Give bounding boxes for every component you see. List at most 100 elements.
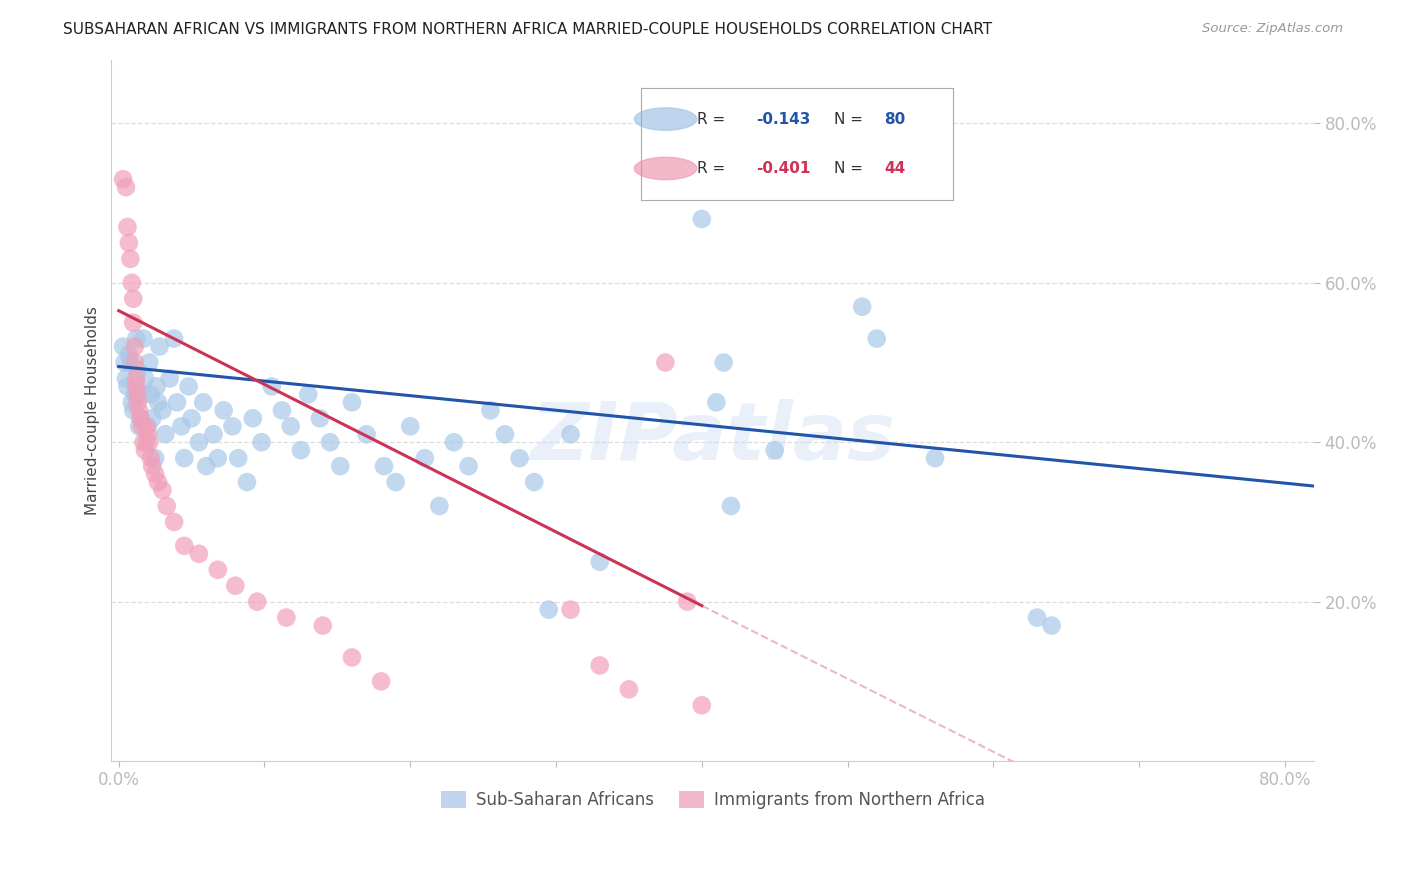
Point [146,395,169,409]
Point [226,451,249,466]
Point [115,180,138,194]
Point [713,355,735,369]
Point [173,451,195,466]
Point [276,610,298,624]
Point [125,332,148,346]
Point [152,403,174,417]
Point [163,332,186,346]
Point [120,252,142,266]
Point [155,427,177,442]
Point [429,499,451,513]
Point [112,340,135,354]
Point [136,419,159,434]
Point [159,371,181,385]
Point [139,451,162,466]
Point [720,499,742,513]
Point [134,443,156,458]
Point [312,618,335,632]
Point [146,475,169,489]
Point [246,594,269,608]
Point [221,419,243,434]
Point [1040,618,1063,632]
Point [370,674,392,689]
Point [128,403,150,417]
Point [139,387,162,401]
Point [127,387,149,401]
Point [236,475,259,489]
Point [115,371,138,385]
Point [166,395,188,409]
Point [676,594,699,608]
Point [319,435,342,450]
Point [117,379,139,393]
Point [129,411,152,425]
Point [560,427,582,442]
Point [152,483,174,497]
Point [135,419,157,434]
Point [340,395,363,409]
Point [250,435,273,450]
Point [297,387,319,401]
Point [340,650,363,665]
Point [143,467,166,482]
Point [494,427,516,442]
Point [156,499,179,513]
Point [112,172,135,186]
Point [134,371,156,385]
Point [271,403,294,417]
Point [148,340,170,354]
Point [589,555,612,569]
Point [121,276,143,290]
Point [118,347,141,361]
Point [260,379,283,393]
Point [141,459,163,474]
Point [224,579,246,593]
Point [122,292,145,306]
Point [122,316,145,330]
Point [195,459,218,474]
Point [617,682,640,697]
Legend: Sub-Saharan Africans, Immigrants from Northern Africa: Sub-Saharan Africans, Immigrants from No… [434,784,991,816]
Point [193,395,215,409]
Point [654,355,676,369]
Point [187,547,209,561]
Point [117,219,139,234]
Point [173,539,195,553]
Point [212,403,235,417]
Point [136,427,159,442]
Point [177,379,200,393]
Point [690,212,713,227]
Point [413,451,436,466]
Point [690,698,713,713]
Point [866,332,889,346]
Point [924,451,946,466]
Point [308,411,330,425]
Point [207,451,229,466]
Point [145,379,167,393]
Point [131,419,153,434]
Point [131,387,153,401]
Point [399,419,422,434]
Point [661,180,683,194]
Point [121,395,143,409]
Point [560,602,582,616]
Point [125,371,148,385]
Point [128,419,150,434]
Y-axis label: Married-couple Households: Married-couple Households [86,306,100,515]
Point [180,411,202,425]
Point [443,435,465,450]
Point [329,459,352,474]
Point [127,395,149,409]
Point [280,419,302,434]
Point [1026,610,1049,624]
Point [163,515,186,529]
Point [851,300,873,314]
Point [242,411,264,425]
Point [763,443,786,458]
Point [523,475,546,489]
Point [509,451,531,466]
Point [125,379,148,393]
Point [207,563,229,577]
Point [202,427,225,442]
Point [589,658,612,673]
